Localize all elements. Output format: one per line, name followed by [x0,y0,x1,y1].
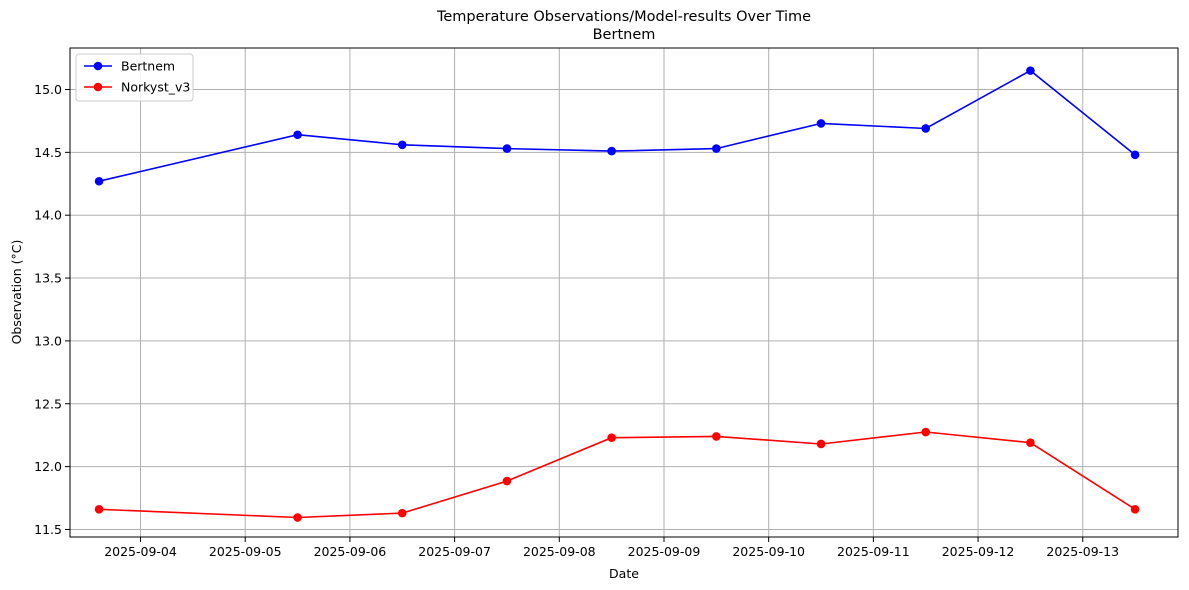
y-tick-label: 12.5 [34,396,62,411]
data-point-bertnem [94,176,104,186]
x-tick-label: 2025-09-07 [418,544,491,559]
data-point-bertnem [502,144,512,153]
data-point-norkyst-v3 [502,476,512,486]
axis-ticks: 2025-09-04 2025-09-05 2025-09-06 2025-09-07… [34,82,1119,559]
data-point-bertnem [1130,150,1140,160]
data-point-norkyst-v3 [94,505,104,514]
series-layer [94,66,1140,522]
y-tick-label: 13.5 [34,271,62,286]
x-tick-label: 2025-09-13 [1046,544,1119,559]
data-point-norkyst-v3 [607,433,616,442]
plot-area-frame [69,47,1179,538]
x-tick-label: 2025-09-12 [942,544,1015,559]
x-tick-label: 2025-09-11 [837,544,910,559]
data-point-norkyst-v3 [1130,505,1140,514]
series-line-norkyst-v3 [99,431,1136,519]
y-tick-label: 12.0 [34,459,62,474]
series-bertnem [94,66,1140,186]
y-tick-label: 13.0 [34,333,62,348]
y-tick-label: 14.5 [34,145,62,160]
legend-label-norkyst-v3: Norkyst_v3 [121,80,190,95]
chart-title: Temperature Observations/Model-results O… [436,9,811,25]
data-point-bertnem [921,124,931,133]
data-point-norkyst-v3 [816,439,826,449]
data-point-bertnem [293,130,302,140]
y-axis-label: Observation (°C) [9,240,24,345]
x-tick-label: 2025-09-06 [314,544,387,559]
data-point-norkyst-v3 [397,508,407,518]
legend-label-bertnem: Bertnem [121,59,175,74]
data-point-norkyst-v3 [1026,438,1035,448]
legend: Bertnem Norkyst_v3 [75,53,194,102]
x-tick-label: 2025-09-09 [628,544,701,559]
data-point-bertnem [712,144,721,153]
series-norkyst-v3 [94,427,1140,522]
data-point-bertnem [397,140,407,150]
x-axis-label: Date [609,566,639,581]
data-point-bertnem [1026,66,1035,75]
grid [70,48,1178,537]
data-point-bertnem [607,146,616,156]
x-tick-label: 2025-09-05 [209,544,282,559]
y-tick-label: 11.5 [34,522,62,537]
data-point-norkyst-v3 [712,432,721,441]
legend-marker-bertnem [93,61,103,71]
data-point-bertnem [816,119,826,128]
y-tick-label: 14.0 [34,208,62,223]
chart-subtitle: Bertnem [593,27,656,43]
legend-marker-norkyst-v3 [93,82,103,92]
x-tick-label: 2025-09-04 [104,544,177,559]
series-line-bertnem [98,69,1136,182]
x-tick-label: 2025-09-08 [523,544,596,559]
data-point-norkyst-v3 [921,427,931,437]
data-point-norkyst-v3 [293,513,302,522]
x-tick-label: 2025-09-10 [732,544,805,559]
y-tick-label: 15.0 [34,82,62,97]
